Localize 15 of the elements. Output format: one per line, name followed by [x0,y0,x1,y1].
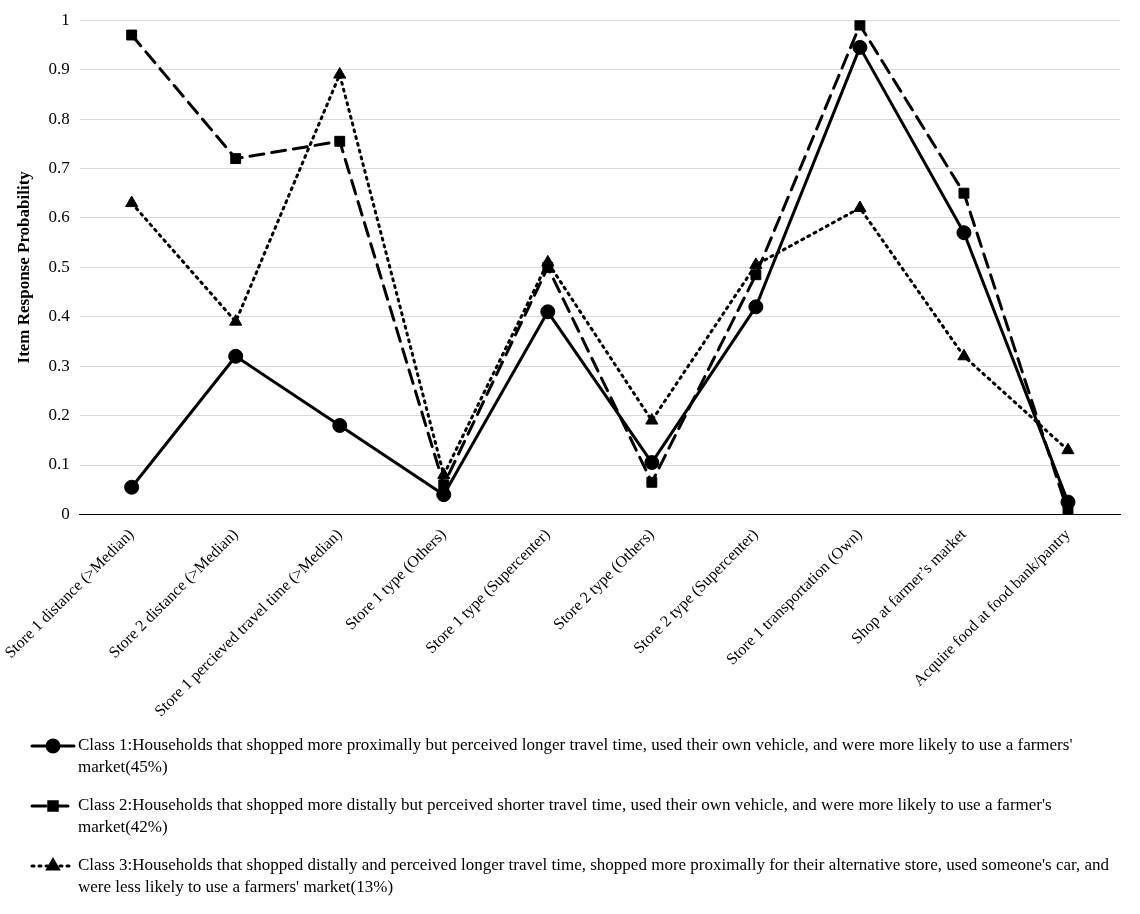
legend-label: Class 3:Households that shopped distally and perceived longer travel time, shopped more proximally for their alternative store, used someone's car, and were less likely to use a farmers' market(13%) [78,855,1110,897]
y-tick-label: 0 [61,503,70,523]
legend-label: Class 1:Households that shopped more proximally but perceived longer travel time, used their own vehicle, and were more likely to use a farmers' market(45%) [78,735,1073,777]
y-tick-label: 0.5 [48,256,70,276]
y-tick-label: 0.3 [48,355,70,375]
y-tick-label: 0.1 [48,454,70,474]
y-tick-label: 0.6 [48,207,70,227]
y-tick-label: 0.8 [48,108,70,128]
y-tick-label: 1 [61,9,70,29]
legend-label: Class 2:Households that shopped more distally but perceived shorter travel time, used their own vehicle, and were more likely to use a farmer's market(42%) [78,795,1052,837]
y-tick-label: 0.7 [48,157,71,177]
y-tick-label: 0.9 [48,59,70,79]
y-axis-title: Item Response Probability [13,170,33,364]
y-tick-label: 0.4 [48,306,71,326]
y-tick-label: 0.2 [48,405,70,425]
